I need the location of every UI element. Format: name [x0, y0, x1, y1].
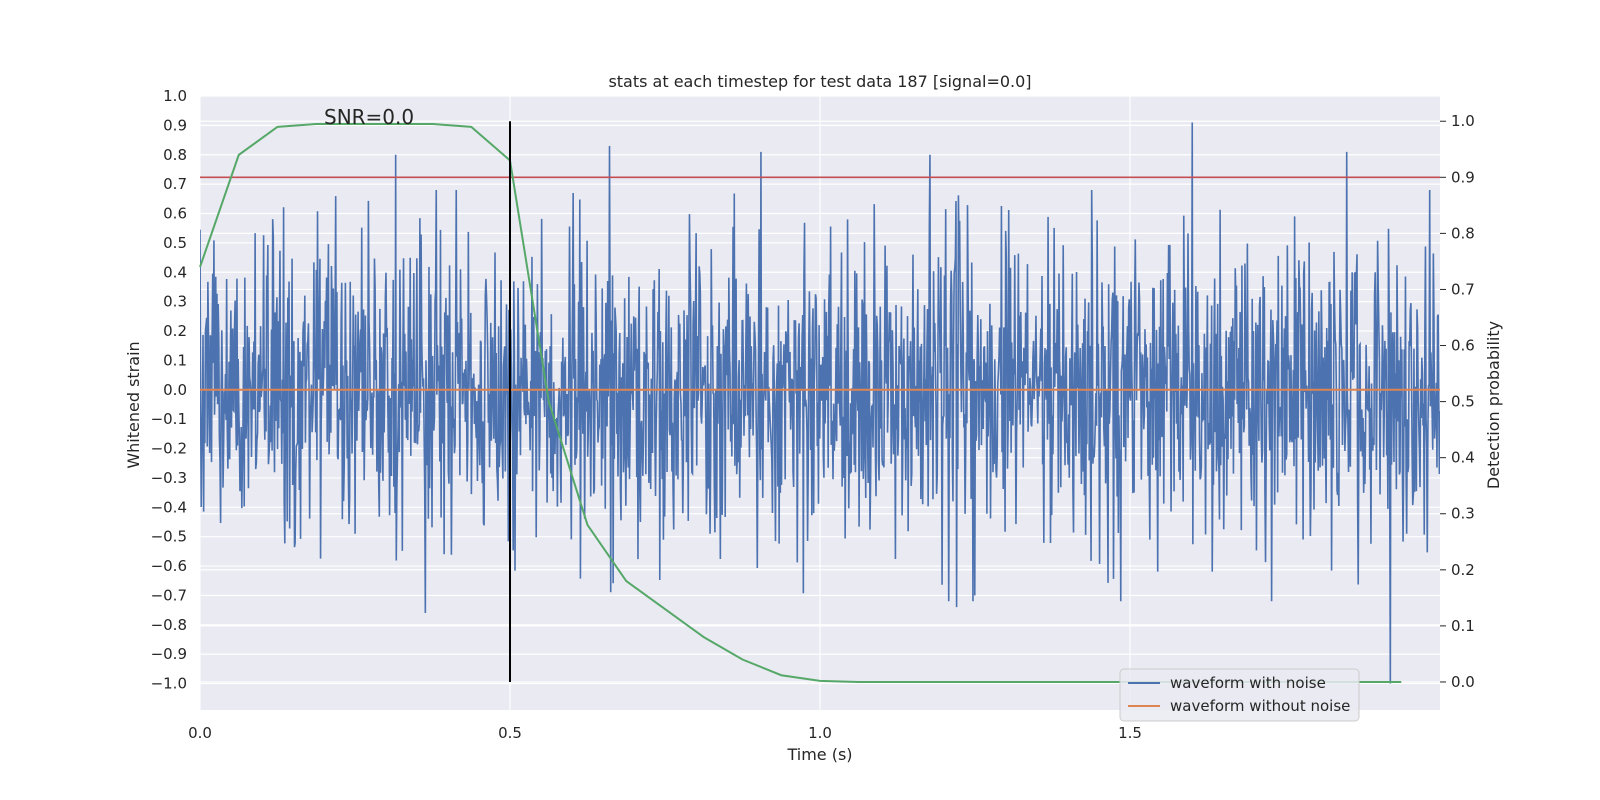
legend-label-clean: waveform without noise [1170, 697, 1350, 715]
y-tick-label: 0.7 [163, 175, 187, 193]
x-tick-label: 0.5 [498, 724, 522, 742]
y-tick-label: 0.3 [163, 293, 187, 311]
x-axis-label: Time (s) [786, 745, 852, 764]
chart-title: stats at each timestep for test data 187… [608, 72, 1031, 91]
legend: waveform with noise waveform without noi… [1119, 668, 1360, 722]
series-detection-probability [199, 123, 1402, 683]
y-tick-label: −0.2 [151, 440, 187, 458]
y-tick-label: −0.8 [151, 616, 187, 634]
y-right-tick-label: 0.3 [1451, 505, 1475, 523]
y-tick-label: 1.0 [163, 87, 187, 105]
y-right-tick-label: 0.2 [1451, 561, 1475, 579]
legend-label-noise: waveform with noise [1170, 674, 1326, 692]
x-tick-label: 1.0 [808, 724, 832, 742]
y-right-tick-label: 0.5 [1451, 393, 1475, 411]
x-tick-label: 0.0 [188, 724, 212, 742]
y-tick-label: 0.5 [163, 234, 187, 252]
series-waveform-with-noise [200, 122, 1440, 684]
legend-box [1119, 668, 1360, 722]
right-axis-ticks: 1.0 0.9 0.8 0.7 0.6 0.5 0.4 0.3 0.2 0.1 0.0 [1440, 112, 1475, 691]
y-right-tick-label: 0.9 [1451, 168, 1475, 186]
y-axis-right-label: Detection probability [1484, 321, 1503, 489]
y-tick-label: 0.0 [163, 381, 187, 399]
y-tick-label: 0.4 [163, 263, 187, 281]
y-axis-label: Whitened strain [124, 341, 143, 468]
y-tick-label: −1.0 [151, 675, 187, 693]
y-tick-label: 0.1 [163, 351, 187, 369]
y-tick-label: −0.5 [151, 528, 187, 546]
y-tick-label: 0.6 [163, 205, 187, 223]
snr-annotation: SNR=0.0 [324, 105, 414, 129]
y-right-tick-label: 0.6 [1451, 337, 1475, 355]
y-tick-label: 0.8 [163, 146, 187, 164]
y-tick-label: 0.9 [163, 116, 187, 134]
y-tick-label: 0.2 [163, 322, 187, 340]
y-right-tick-label: 0.1 [1451, 617, 1475, 635]
x-tick-label: 1.5 [1118, 724, 1142, 742]
y-tick-label: −0.3 [151, 469, 187, 487]
bottom-axis-ticks: 0.0 0.5 1.0 1.5 [188, 724, 1142, 742]
y-tick-label: −0.1 [151, 410, 187, 428]
y-tick-label: −0.7 [151, 586, 187, 604]
y-right-tick-label: 0.4 [1451, 449, 1475, 467]
y-tick-label: −0.9 [151, 645, 187, 663]
y-right-tick-label: 0.0 [1451, 673, 1475, 691]
y-tick-label: −0.4 [151, 498, 187, 516]
left-axis-ticks: 1.0 0.9 0.8 0.7 0.6 0.5 0.4 0.3 0.2 0.1 0.0 −0.1 −0.… [151, 87, 187, 693]
series-layer [199, 121, 1440, 684]
y-tick-label: −0.6 [151, 557, 187, 575]
y-right-tick-label: 0.8 [1451, 224, 1475, 242]
y-right-tick-label: 0.7 [1451, 280, 1475, 298]
y-right-tick-label: 1.0 [1451, 112, 1475, 130]
